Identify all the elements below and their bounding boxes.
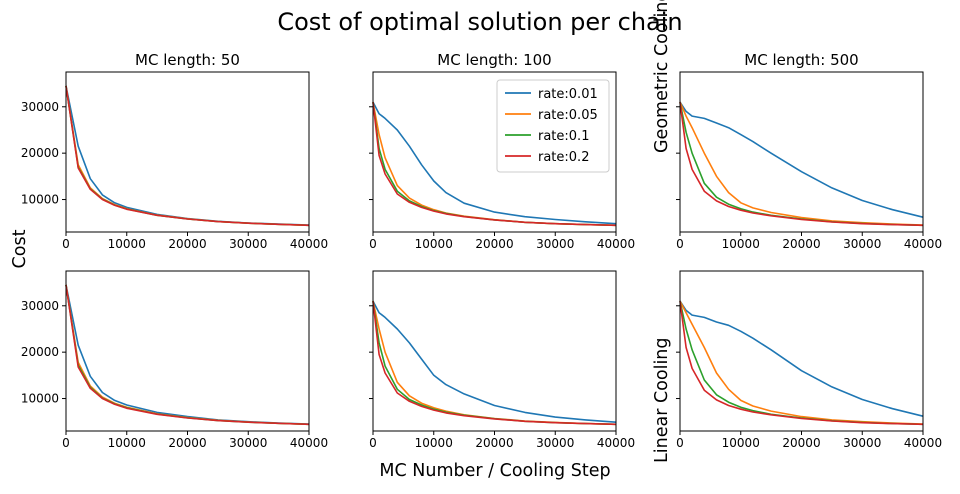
legend-label: rate:0.05 [538,108,598,123]
x-tick-label: 10000 [415,436,453,450]
x-tick-label: 20000 [782,436,820,450]
x-tick-label: 40000 [290,436,328,450]
panel: 0 10000 20000 30000 40000 10000 20000 30000 [21,270,328,450]
y-tick-label: 20000 [21,345,59,359]
x-tick-label: 20000 [475,237,513,251]
panels: 0 10000 20000 30000 40000 10000 20000 30000 MC l… [21,51,942,450]
x-tick-label: 20000 [168,436,206,450]
x-tick-label: 10000 [415,237,453,251]
x-tick-label: 30000 [843,436,881,450]
series-line [65,85,310,227]
x-tick-label: 40000 [597,237,635,251]
legend: rate:0.01 rate:0.05 rate:0.1 rate:0.2 [496,79,610,173]
series-line [679,300,924,426]
legend-label: rate:0.1 [538,129,589,144]
series-line [679,101,924,227]
x-tick-label: 10000 [722,436,760,450]
plot-area [680,72,923,232]
x-tick-label: 30000 [843,237,881,251]
x-tick-label: 30000 [229,237,267,251]
panel-title: MC length: 50 [135,51,240,69]
series-line [372,301,617,426]
x-tick-label: 30000 [536,237,574,251]
plot-area [680,271,923,431]
x-tick-label: 20000 [168,237,206,251]
x-tick-label: 20000 [475,436,513,450]
plot-area [66,72,309,232]
y-tick-label: 10000 [21,193,59,207]
x-axis-label: MC Number / Cooling Step [379,461,610,481]
x-tick-label: 40000 [904,436,942,450]
x-tick-label: 20000 [782,237,820,251]
series-line [372,101,617,225]
panel: 0 10000 20000 30000 40000 [676,270,942,450]
x-tick-label: 0 [676,237,684,251]
series-line [679,300,924,417]
legend-label: rate:0.2 [538,150,589,165]
x-tick-label: 10000 [722,237,760,251]
series-line [65,284,310,426]
series-line [372,102,617,227]
x-tick-label: 10000 [108,436,146,450]
x-tick-label: 0 [62,237,70,251]
series-line [372,300,617,423]
panel: 0 10000 20000 30000 40000 10000 20000 30000 MC l… [21,51,328,251]
x-tick-label: 30000 [229,436,267,450]
plot-area [373,271,616,431]
figure-title: Cost of optimal solution per chain [277,8,682,36]
x-tick-label: 0 [369,436,377,450]
y-tick-label: 30000 [21,100,59,114]
panel: 0 10000 20000 30000 40000 MC length: 500 [676,51,942,251]
y-axis-label: Cost [10,229,30,268]
x-tick-label: 40000 [904,237,942,251]
x-tick-label: 10000 [108,237,146,251]
x-tick-label: 0 [369,237,377,251]
row-label-linear: Linear Cooling [652,337,672,463]
legend-box [496,79,610,173]
row-label-geometric: Geometric Cooling [652,0,672,153]
x-tick-label: 30000 [536,436,574,450]
panel-title: MC length: 100 [437,51,551,69]
y-tick-label: 20000 [21,146,59,160]
legend-label: rate:0.01 [538,87,598,102]
panel-title: MC length: 500 [744,51,858,69]
plot-area [66,271,309,431]
x-tick-label: 40000 [597,436,635,450]
y-tick-label: 30000 [21,299,59,313]
x-tick-label: 0 [62,436,70,450]
x-tick-label: 0 [676,436,684,450]
x-tick-label: 40000 [290,237,328,251]
panel: 0 10000 20000 30000 40000 [369,270,635,450]
y-tick-label: 10000 [21,392,59,406]
series-line [679,101,924,218]
